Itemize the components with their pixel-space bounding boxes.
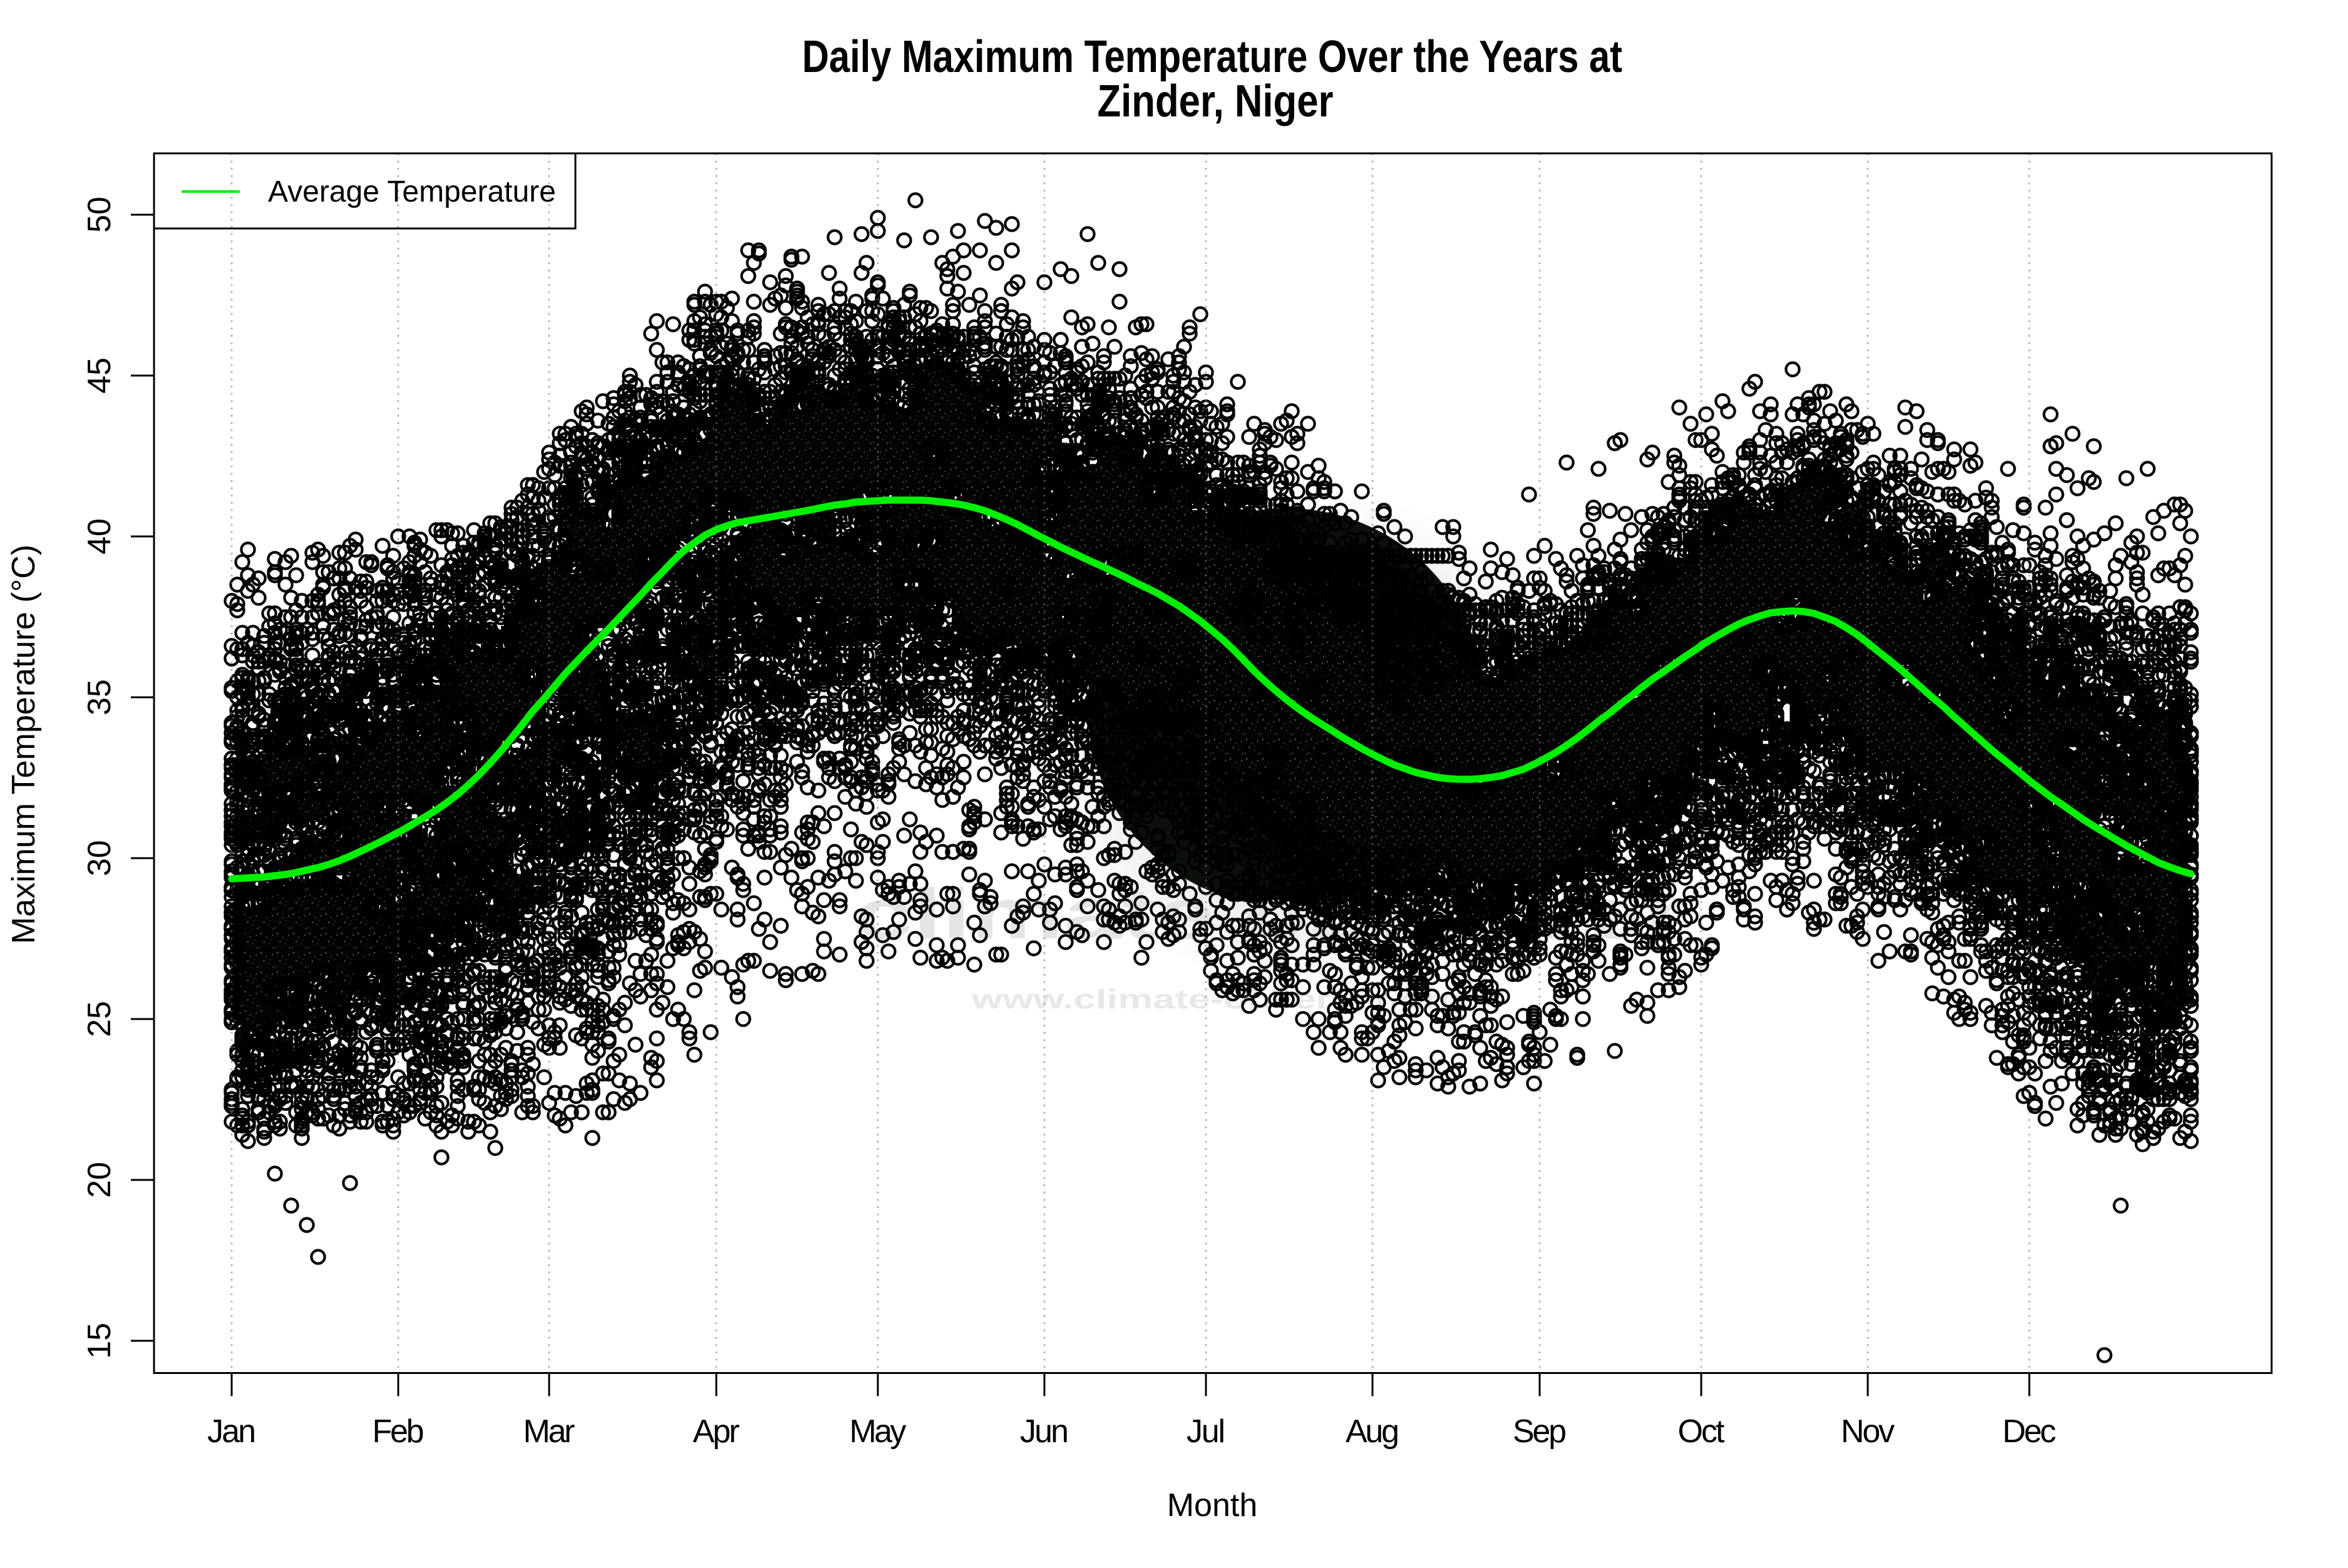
svg-text:Nov: Nov xyxy=(1841,1413,1895,1450)
svg-text:Jun: Jun xyxy=(1020,1413,1069,1450)
svg-text:15: 15 xyxy=(81,1323,118,1359)
svg-text:Average Temperature: Average Temperature xyxy=(268,175,556,208)
svg-text:Jul: Jul xyxy=(1187,1413,1225,1450)
svg-text:35: 35 xyxy=(81,679,118,715)
svg-text:Zinder, Niger: Zinder, Niger xyxy=(1098,76,1334,126)
svg-text:50: 50 xyxy=(81,197,118,233)
svg-text:20: 20 xyxy=(81,1162,118,1198)
svg-text:Feb: Feb xyxy=(373,1413,425,1450)
svg-text:Mar: Mar xyxy=(523,1413,575,1450)
svg-text:Month: Month xyxy=(1167,1487,1258,1524)
svg-text:Jan: Jan xyxy=(207,1413,256,1450)
svg-text:45: 45 xyxy=(81,357,118,394)
svg-text:Daily Maximum Temperature Over: Daily Maximum Temperature Over the Years… xyxy=(802,32,1622,82)
svg-text:Dec: Dec xyxy=(2002,1413,2056,1450)
svg-text:Sep: Sep xyxy=(1513,1413,1567,1450)
svg-text:25: 25 xyxy=(81,1001,118,1037)
svg-text:Aug: Aug xyxy=(1346,1413,1399,1450)
svg-text:40: 40 xyxy=(81,518,118,555)
svg-text:Apr: Apr xyxy=(693,1413,740,1450)
svg-text:Oct: Oct xyxy=(1678,1413,1726,1450)
svg-text:30: 30 xyxy=(81,840,118,876)
svg-text:Maximum Temperature (°C): Maximum Temperature (°C) xyxy=(6,545,42,944)
svg-text:May: May xyxy=(850,1413,907,1450)
